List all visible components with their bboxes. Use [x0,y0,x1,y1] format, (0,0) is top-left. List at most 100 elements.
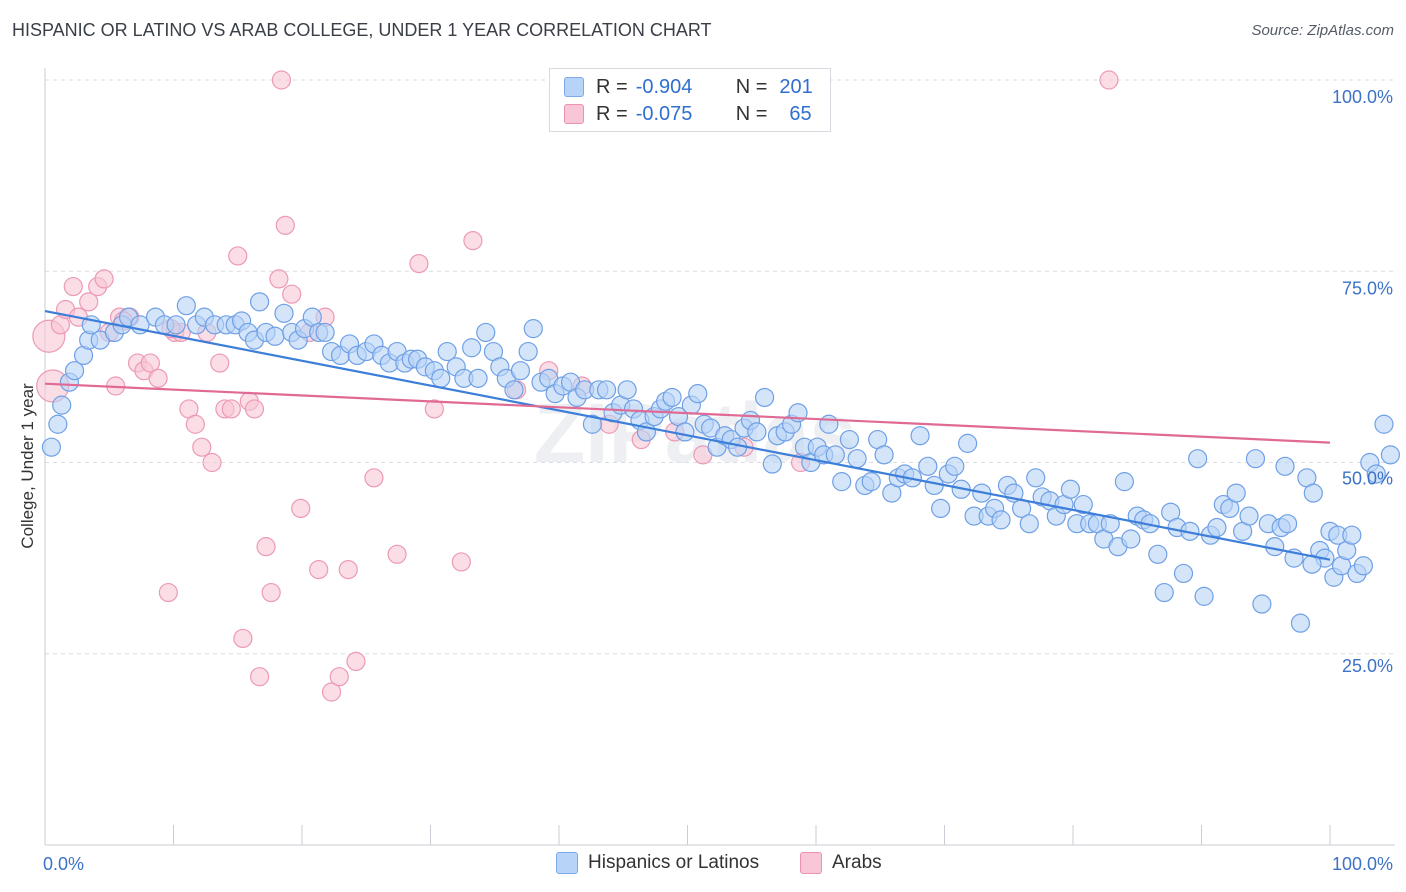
arab-point [256,537,276,557]
hispanic-point [839,429,860,450]
hispanic-point [662,387,682,408]
hispanic-trend-line [44,309,1331,561]
chart-title: HISPANIC OR LATINO VS ARAB COLLEGE, UNDE… [12,20,712,40]
r-label: R = [596,102,628,125]
hispanic-point [523,319,543,339]
hispanic-point [462,338,482,358]
arab-point [291,498,311,518]
hispanic-point [1374,414,1394,434]
hispanic-point [688,384,708,404]
hispanic-point [874,445,894,465]
hispanic-point [675,422,695,442]
r-value: -0.075 [635,102,693,125]
arab-point [140,353,160,373]
hispanic-point [1173,563,1194,584]
hispanic-point [825,445,845,465]
hispanic-point [861,472,881,492]
arab-point [185,414,205,434]
hispanic-point [1207,517,1227,538]
hispanic-point [274,303,294,323]
hispanic-point [41,437,62,457]
y-tick-label: 100.0% [1332,87,1393,107]
hispanic-point [945,456,965,476]
axes [44,68,1395,846]
hispanic-point [991,510,1011,530]
arab-point [451,552,471,572]
y-tick-label: 50.0% [1342,469,1393,489]
arab-point [244,399,265,419]
r-value: -0.904 [635,75,693,98]
hispanic-point [510,361,531,381]
r-label: R = [596,75,628,98]
arab-point [249,667,270,687]
hispanic-point [582,414,603,434]
hispanic-point [958,433,978,453]
hispanic-point [1188,449,1208,469]
hispanic-point [1303,483,1323,503]
y-tick-label: 25.0% [1342,656,1393,676]
arab-point [158,582,178,603]
arab-point [275,215,295,235]
legend-row-hispanic: R = -0.904 N = 201 [564,75,813,99]
hispanic-point [48,414,68,434]
hispanic-point [265,326,285,346]
n-value: 201 [779,75,813,98]
arab-point [309,559,329,580]
hispanic-point [468,368,488,388]
arab-point [1099,70,1119,90]
hispanic-point [1073,494,1093,515]
hispanic-point [617,380,637,400]
hispanic-point [166,315,186,335]
hispanic-point [1245,449,1266,469]
arab-points [32,70,1119,702]
hispanic-point [1026,468,1046,488]
pink-swatch [800,852,822,874]
hispanic-point [1342,525,1362,545]
y-tick-label: 75.0% [1342,278,1393,298]
hispanic-point [1277,514,1298,534]
grid-lines [45,79,1395,655]
arab-point [192,437,212,457]
arab-point [148,368,168,388]
arab-point [79,292,99,312]
hispanic-point [249,292,270,312]
arab-point [228,246,248,266]
trend-lines [44,309,1331,561]
hispanic-point [754,387,775,408]
arab-point [338,559,358,580]
arab-point [233,628,253,649]
arab-point [221,399,241,419]
arab-point [269,269,289,289]
hispanic-point [1275,456,1295,476]
blue-swatch [556,852,578,874]
hispanic-point [431,368,451,388]
arab-point [271,70,292,90]
hispanic-point [1060,479,1081,499]
arab-point [409,254,429,274]
x-tick-label: 100.0% [1332,854,1393,874]
hispanic-point [1121,529,1141,549]
arab-point [94,269,114,289]
hispanic-point [1353,556,1374,576]
arab-point [261,582,281,603]
n-value: 65 [789,102,812,125]
hispanic-point [1380,445,1400,465]
source-credit: Source: ZipAtlas.com [1251,22,1394,39]
n-label: N = [735,102,768,125]
hispanic-point [1100,514,1120,534]
arab-point [463,231,483,251]
arab-point [329,667,349,687]
hispanic-point [315,322,335,343]
legend-row-arab: R = -0.075 N = 65 [564,102,812,126]
hispanic-point [747,422,767,442]
hispanic-point [1239,506,1259,526]
arab-point [364,468,384,488]
arab-point [321,682,342,702]
hispanic-point [931,498,951,518]
hispanic-point [1148,544,1168,564]
hispanic-point [64,361,85,381]
hispanic-point [847,449,867,469]
hispanic-point [1226,483,1246,503]
hispanic-point [1114,472,1135,492]
